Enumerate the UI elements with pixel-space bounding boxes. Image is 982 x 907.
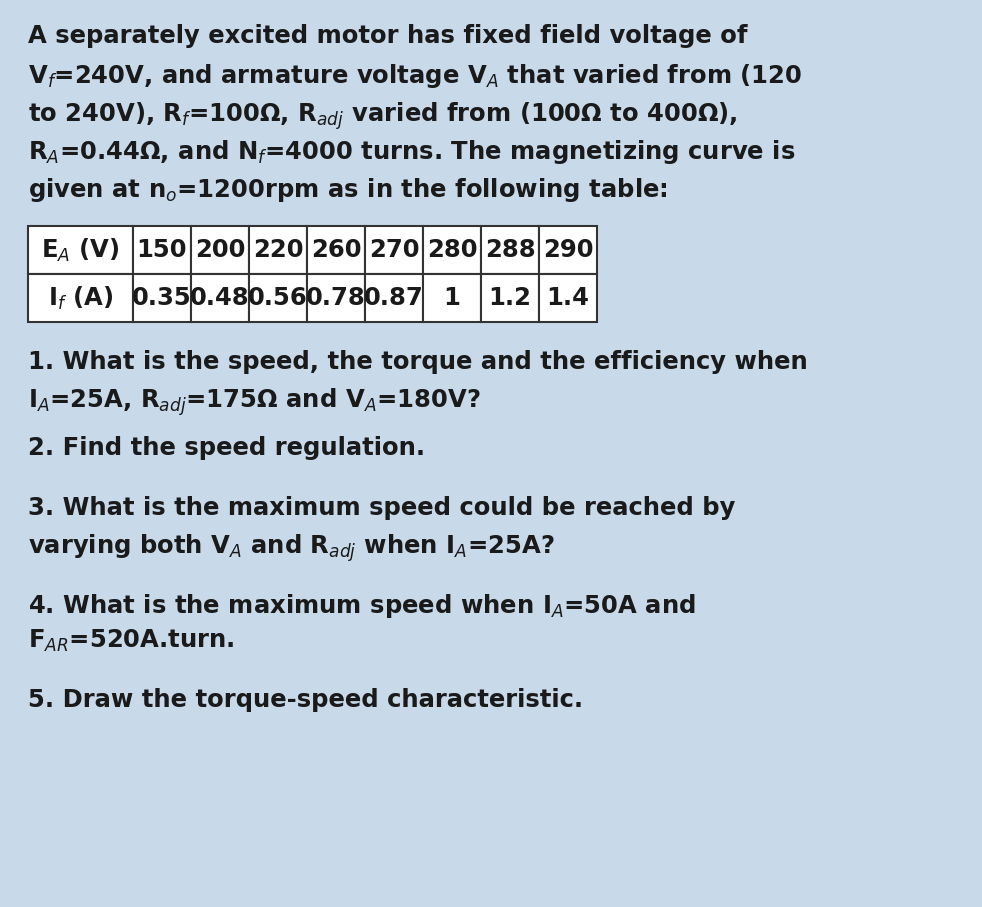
Bar (365, 274, 423, 322)
Text: to 240V), R$_f$=100Ω, R$_{adj}$ varied from (100Ω to 400Ω),: to 240V), R$_f$=100Ω, R$_{adj}$ varied f… (28, 100, 737, 132)
Text: 0.35: 0.35 (133, 286, 191, 310)
Text: E$_A$ (V): E$_A$ (V) (41, 237, 120, 264)
Text: varying both V$_A$ and R$_{adj}$ when I$_A$=25A?: varying both V$_A$ and R$_{adj}$ when I$… (28, 532, 555, 563)
Bar (365, 226, 423, 274)
Bar (28, 226, 133, 274)
Bar (423, 274, 481, 322)
Text: 3. What is the maximum speed could be reached by: 3. What is the maximum speed could be re… (28, 496, 736, 520)
Text: 1.4: 1.4 (547, 286, 589, 310)
Bar (249, 226, 307, 274)
Bar (481, 274, 539, 322)
Text: 150: 150 (136, 238, 188, 262)
Text: 0.87: 0.87 (364, 286, 424, 310)
Bar (191, 226, 249, 274)
Bar (539, 226, 597, 274)
Bar (539, 274, 597, 322)
Bar (307, 226, 365, 274)
Text: 270: 270 (369, 238, 419, 262)
Text: given at n$_o$=1200rpm as in the following table:: given at n$_o$=1200rpm as in the followi… (28, 176, 668, 204)
Text: 260: 260 (310, 238, 361, 262)
Bar (481, 226, 539, 274)
Text: 2. Find the speed regulation.: 2. Find the speed regulation. (28, 436, 425, 460)
Text: 4. What is the maximum speed when I$_A$=50A and: 4. What is the maximum speed when I$_A$=… (28, 592, 696, 620)
Text: 220: 220 (252, 238, 303, 262)
Text: 0.56: 0.56 (248, 286, 308, 310)
Bar (249, 274, 307, 322)
Bar (133, 226, 191, 274)
Bar (133, 274, 191, 322)
Bar (191, 274, 249, 322)
Text: A separately excited motor has fixed field voltage of: A separately excited motor has fixed fie… (28, 24, 747, 48)
Text: R$_A$=0.44Ω, and N$_f$=4000 turns. The magnetizing curve is: R$_A$=0.44Ω, and N$_f$=4000 turns. The m… (28, 138, 795, 166)
Text: 5. Draw the torque-speed characteristic.: 5. Draw the torque-speed characteristic. (28, 688, 583, 712)
Bar (423, 226, 481, 274)
Text: 1: 1 (444, 286, 461, 310)
Bar (307, 274, 365, 322)
Text: V$_f$=240V, and armature voltage V$_A$ that varied from (120: V$_f$=240V, and armature voltage V$_A$ t… (28, 62, 802, 90)
Text: 288: 288 (485, 238, 535, 262)
Text: F$_{AR}$=520A.turn.: F$_{AR}$=520A.turn. (28, 628, 235, 654)
Text: 1. What is the speed, the torque and the efficiency when: 1. What is the speed, the torque and the… (28, 350, 808, 374)
Text: 0.78: 0.78 (306, 286, 366, 310)
Text: I$_f$ (A): I$_f$ (A) (48, 285, 113, 312)
Text: 200: 200 (194, 238, 246, 262)
Text: I$_A$=25A, R$_{adj}$=175Ω and V$_A$=180V?: I$_A$=25A, R$_{adj}$=175Ω and V$_A$=180V… (28, 386, 480, 418)
Text: 290: 290 (543, 238, 593, 262)
Text: 0.48: 0.48 (191, 286, 249, 310)
Bar (28, 274, 133, 322)
Text: 1.2: 1.2 (488, 286, 531, 310)
Text: 280: 280 (427, 238, 477, 262)
